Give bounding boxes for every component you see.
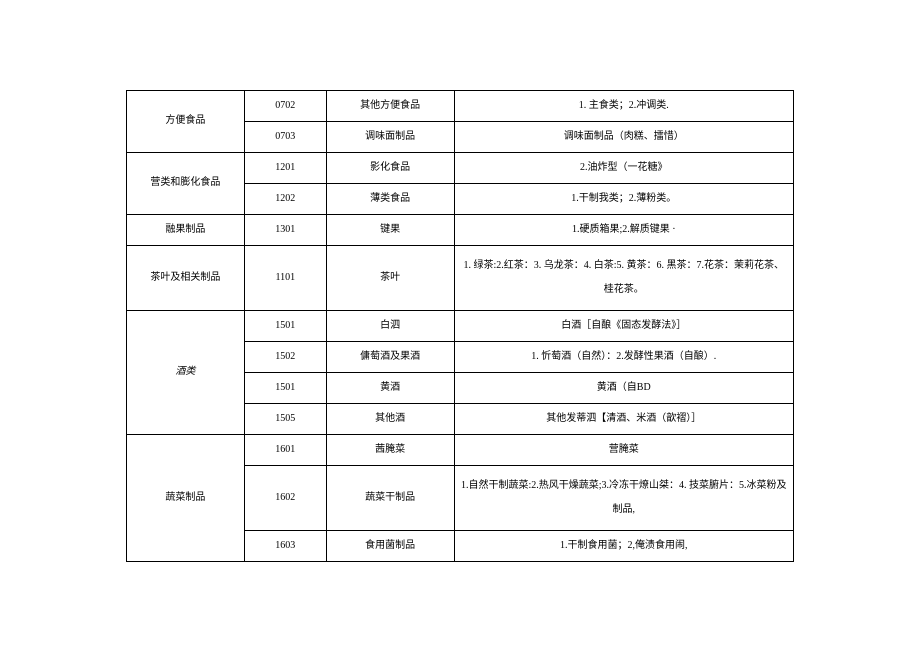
cell-desc: 1. 绿茶:2.红茶：3. 乌龙茶：4. 白茶:5. 黄茶：6. 黑茶：7.花茶… [454,245,793,310]
cell-code: 1301 [244,214,326,245]
cell-desc: 1.干制食用菌；2,俺渍食用闹, [454,530,793,561]
cell-code: 1501 [244,310,326,341]
cell-category: 营类和膨化食品 [127,152,245,214]
cell-code: 1603 [244,530,326,561]
cell-name: 黄酒 [326,372,454,403]
cell-code: 1502 [244,341,326,372]
cell-name: 茶叶 [326,245,454,310]
cell-code: 1602 [244,465,326,530]
table-row: 酒类 1501 白泗 白酒［自酿《固态发酵法》］ [127,310,794,341]
cell-code: 1202 [244,183,326,214]
cell-desc: 调味面制品（肉糕、擂惜） [454,121,793,152]
cell-code: 0702 [244,90,326,121]
cell-code: 1201 [244,152,326,183]
cell-desc: 黄酒（自BD [454,372,793,403]
cell-name: 傭萄酒及果酒 [326,341,454,372]
food-category-table: 方便食品 0702 其他方便食品 1. 主食类；2.冲调类. 0703 调味面制… [126,90,794,562]
cell-desc: 1.干制我类；2.薄粉类。 [454,183,793,214]
table-row: 融果制品 1301 键果 1.硬质箱果;2.解质键果 · [127,214,794,245]
table-row: 方便食品 0702 其他方便食品 1. 主食类；2.冲调类. [127,90,794,121]
cell-code: 0703 [244,121,326,152]
cell-code: 1101 [244,245,326,310]
cell-code: 1601 [244,434,326,465]
cell-desc: 白酒［自酿《固态发酵法》］ [454,310,793,341]
cell-desc: 1. 主食类；2.冲调类. [454,90,793,121]
cell-category: 蔬菜制品 [127,434,245,561]
cell-desc: 其他发蒂泗【清酒、米酒（歆褶）］ [454,403,793,434]
cell-desc: 1.硬质箱果;2.解质键果 · [454,214,793,245]
cell-desc: 1. 忻萄酒（自然）：2.发酵性果酒（自酿）. [454,341,793,372]
table-row: 营类和膨化食品 1201 影化食品 2.油炸型（一花糖》 [127,152,794,183]
table-row: 茶叶及相关制品 1101 茶叶 1. 绿茶:2.红茶：3. 乌龙茶：4. 白茶:… [127,245,794,310]
cell-name: 食用菌制品 [326,530,454,561]
table-row: 蔬菜制品 1601 茜腌菜 营腌菜 [127,434,794,465]
cell-name: 茜腌菜 [326,434,454,465]
cell-category: 方便食品 [127,90,245,152]
cell-category: 酒类 [127,310,245,434]
cell-desc: 营腌菜 [454,434,793,465]
cell-category: 茶叶及相关制品 [127,245,245,310]
cell-name: 薄类食品 [326,183,454,214]
cell-name: 其他酒 [326,403,454,434]
cell-name: 白泗 [326,310,454,341]
cell-category: 融果制品 [127,214,245,245]
cell-desc: 1.自然干制蔬菜:2.热风干燥蔬菜;3.冷冻干燎山桀：4. 技菜腑片：5.冰菜粉… [454,465,793,530]
cell-name: 其他方便食品 [326,90,454,121]
cell-name: 调味面制品 [326,121,454,152]
cell-name: 键果 [326,214,454,245]
cell-code: 1501 [244,372,326,403]
cell-desc: 2.油炸型（一花糖》 [454,152,793,183]
cell-name: 蔬菜干制品 [326,465,454,530]
cell-name: 影化食品 [326,152,454,183]
cell-code: 1505 [244,403,326,434]
